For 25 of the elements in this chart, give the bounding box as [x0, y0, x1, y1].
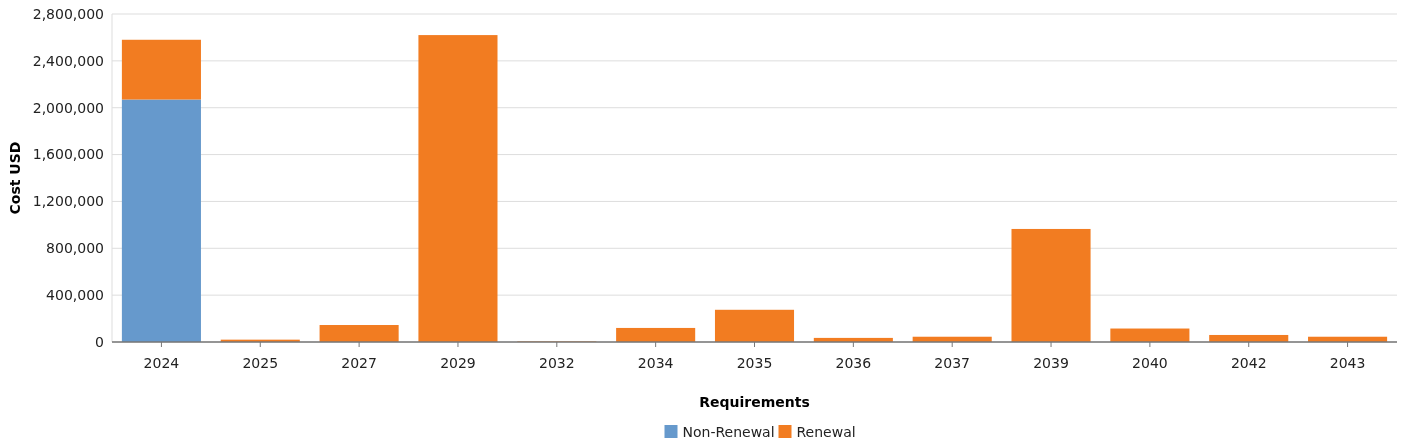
x-tick-label: 2043	[1329, 355, 1366, 371]
y-tick-label: 400,000	[46, 287, 104, 304]
x-tick-label: 2035	[736, 355, 773, 371]
x-axis-title: Requirements	[699, 394, 810, 410]
y-tick-label: 2,400,000	[32, 52, 104, 69]
x-tick-label: 2025	[242, 355, 279, 371]
y-tick-label: 1,200,000	[32, 193, 104, 210]
x-tick-label: 2029	[440, 355, 476, 371]
x-tick-label: 2027	[341, 355, 377, 371]
y-tick-label: 2,800,000	[32, 5, 104, 22]
x-tick-label: 2042	[1230, 355, 1267, 371]
y-axis-title: Cost USD	[7, 141, 23, 215]
legend-label: Renewal	[796, 424, 856, 440]
y-tick-label: 2,000,000	[32, 99, 104, 116]
x-tick-label: 2037	[934, 355, 971, 371]
x-tick-label: 2039	[1033, 355, 1069, 371]
legend-label: Non-Renewal	[682, 424, 775, 440]
x-tick-label: 2032	[538, 355, 575, 371]
x-tick-label: 2036	[835, 355, 872, 371]
y-tick-label: 1,600,000	[32, 146, 104, 163]
x-tick-label: 2040	[1132, 355, 1168, 371]
x-tick-label: 2024	[143, 355, 180, 371]
y-tick-label: 800,000	[46, 240, 104, 257]
y-tick-label: 0	[95, 333, 104, 350]
x-tick-label: 2034	[637, 355, 674, 371]
